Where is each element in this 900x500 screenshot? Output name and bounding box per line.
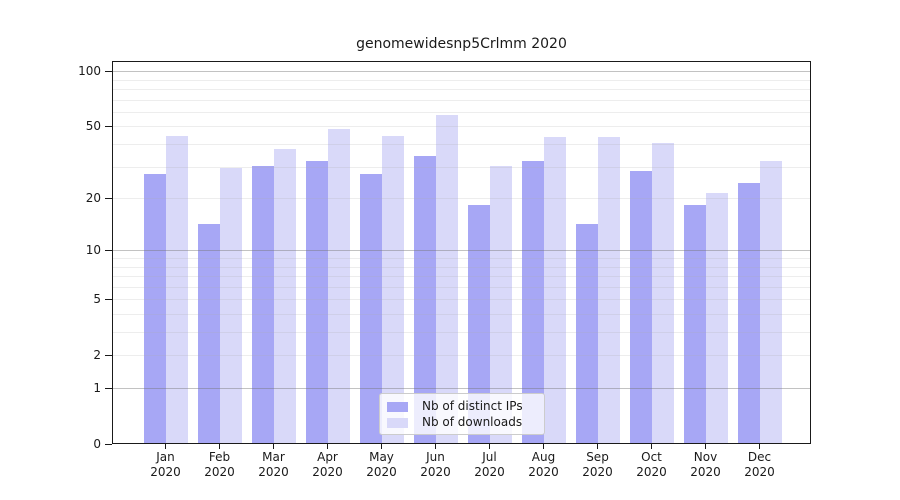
y-tick-mark-5 [105, 298, 112, 300]
gridline-minor-8 [113, 266, 810, 268]
legend-label-downloads: Nb of downloads [422, 415, 523, 429]
bar-distinct-ips-nov [683, 205, 706, 443]
bar-downloads-mar [273, 149, 296, 443]
bar-downloads-aug [543, 137, 566, 443]
x-tick-mark-apr [327, 444, 329, 449]
legend-swatch-downloads [387, 417, 408, 428]
x-tick-mark-oct [651, 444, 653, 449]
gridline-minor-20 [113, 198, 810, 200]
y-tick-label-5: 5 [93, 292, 101, 307]
bar-distinct-ips-jul [467, 205, 490, 443]
x-tick-label-jul: Jul 2020 [474, 450, 505, 479]
bar-downloads-oct [651, 143, 674, 443]
bar-downloads-feb [219, 168, 242, 443]
gridline-major-100 [113, 71, 810, 73]
y-tick-mark-0 [105, 443, 112, 445]
legend-swatch-distinct-ips [387, 401, 408, 412]
x-tick-label-mar: Mar 2020 [258, 450, 289, 479]
x-tick-label-feb: Feb 2020 [204, 450, 235, 479]
bar-distinct-ips-jan [143, 173, 166, 443]
x-tick-mark-jul [489, 444, 491, 449]
gridline-minor-3 [113, 332, 810, 333]
bar-downloads-apr [327, 128, 350, 443]
y-tick-label-100: 100 [78, 64, 101, 79]
gridline-minor-30 [113, 166, 810, 168]
y-tick-label-0: 0 [93, 437, 101, 451]
x-tick-label-aug: Aug 2020 [528, 450, 559, 479]
x-tick-mark-mar [273, 444, 275, 449]
bar-distinct-ips-mar [251, 165, 274, 443]
bar-distinct-ips-may [359, 173, 382, 443]
legend-item-distinct-ips: Nb of distinct IPs [387, 399, 536, 414]
y-tick-mark-100 [105, 70, 112, 72]
x-tick-mark-aug [543, 444, 545, 449]
legend: Nb of distinct IPs Nb of downloads [379, 393, 545, 435]
y-tick-label-20: 20 [85, 191, 101, 206]
x-tick-label-nov: Nov 2020 [690, 450, 721, 479]
bar-distinct-ips-feb [197, 224, 220, 443]
y-tick-label-10: 10 [85, 243, 101, 258]
bar-distinct-ips-apr [305, 160, 328, 443]
x-tick-mark-feb [219, 444, 221, 449]
bar-distinct-ips-aug [521, 160, 544, 443]
x-tick-label-dec: Dec 2020 [744, 450, 775, 479]
x-tick-label-may: May 2020 [366, 450, 397, 479]
legend-label-distinct-ips: Nb of distinct IPs [422, 399, 523, 413]
gridline-minor-9 [113, 258, 810, 259]
legend-item-downloads: Nb of downloads [387, 415, 536, 430]
y-tick-label-50: 50 [85, 119, 101, 134]
y-tick-mark-2 [105, 354, 112, 356]
gridline-minor-5 [113, 299, 810, 301]
gridline-major-1 [113, 388, 810, 389]
y-tick-label-1: 1 [93, 381, 101, 395]
gridline-minor-2 [113, 355, 810, 357]
x-tick-label-sep: Sep 2020 [582, 450, 613, 479]
gridline-minor-80 [113, 89, 810, 90]
x-tick-mark-jan [165, 444, 167, 449]
bar-downloads-dec [759, 160, 782, 443]
plot-area [112, 61, 811, 444]
bar-downloads-sep [597, 137, 620, 443]
gridline-minor-4 [113, 314, 810, 315]
x-tick-mark-may [381, 444, 383, 449]
y-tick-label-2: 2 [93, 348, 101, 363]
y-tick-mark-1 [105, 387, 112, 389]
bar-downloads-nov [705, 193, 728, 443]
x-tick-mark-sep [597, 444, 599, 449]
gridline-minor-6 [113, 286, 810, 288]
bar-distinct-ips-oct [629, 171, 652, 443]
y-tick-mark-10 [105, 249, 112, 251]
bar-downloads-jun [435, 115, 458, 443]
y-tick-mark-50 [105, 125, 112, 128]
bar-distinct-ips-jun [413, 155, 436, 443]
x-tick-label-oct: Oct 2020 [636, 450, 667, 479]
gridline-minor-70 [113, 99, 810, 101]
x-tick-mark-jun [435, 444, 437, 449]
gridline-minor-40 [113, 144, 810, 145]
y-tick-mark-20 [105, 197, 112, 199]
bar-distinct-ips-sep [575, 224, 598, 443]
bar-downloads-jan [165, 135, 188, 443]
bar-downloads-may [381, 135, 404, 443]
x-tick-label-jan: Jan 2020 [150, 450, 181, 479]
gridline-minor-50 [113, 126, 810, 128]
x-tick-mark-dec [759, 444, 761, 449]
x-tick-label-jun: Jun 2020 [420, 450, 451, 479]
gridline-minor-90 [113, 79, 810, 81]
gridline-major-10 [113, 250, 810, 252]
gridline-minor-60 [113, 111, 810, 113]
bar-downloads-jul [489, 165, 512, 443]
bar-distinct-ips-dec [737, 183, 760, 443]
chart-title: genomewidesnp5Crlmm 2020 [356, 36, 567, 52]
x-tick-mark-nov [705, 444, 707, 449]
gridline-minor-7 [113, 276, 810, 277]
x-tick-label-apr: Apr 2020 [312, 450, 343, 479]
